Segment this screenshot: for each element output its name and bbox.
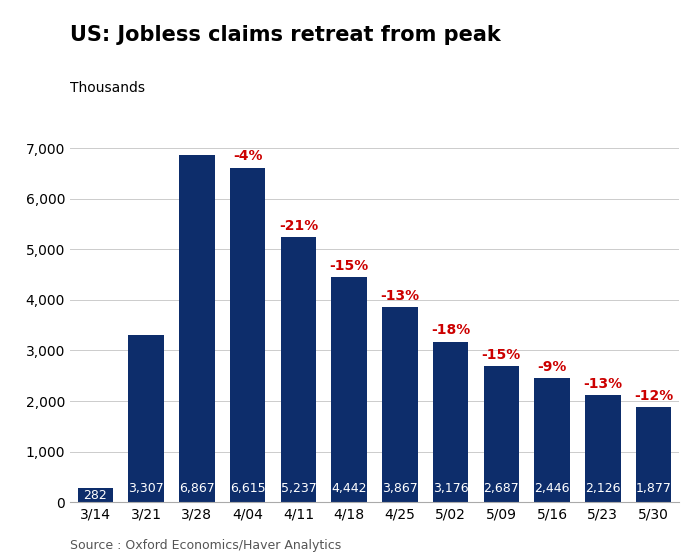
Bar <box>484 366 519 502</box>
Text: -21%: -21% <box>279 219 318 233</box>
Bar <box>636 407 671 502</box>
Text: -9%: -9% <box>538 360 567 374</box>
Bar <box>534 378 570 502</box>
Text: 4,442: 4,442 <box>331 482 367 494</box>
Bar <box>281 237 316 502</box>
Bar <box>179 155 215 502</box>
Text: Thousands: Thousands <box>70 81 145 95</box>
Text: -12%: -12% <box>634 389 673 403</box>
Bar <box>382 306 418 502</box>
Text: 5,237: 5,237 <box>281 482 316 494</box>
Text: 282: 282 <box>83 489 107 502</box>
Text: 2,446: 2,446 <box>534 482 570 494</box>
Text: -15%: -15% <box>330 259 369 273</box>
Text: -13%: -13% <box>380 288 419 302</box>
Bar <box>331 277 367 502</box>
Bar <box>230 167 265 502</box>
Bar <box>433 341 468 502</box>
Text: 6,615: 6,615 <box>230 482 265 494</box>
Bar <box>78 488 113 502</box>
Text: 3,176: 3,176 <box>433 482 468 494</box>
Text: 1,877: 1,877 <box>636 482 671 494</box>
Text: 2,687: 2,687 <box>484 482 519 494</box>
Text: 2,126: 2,126 <box>585 482 621 494</box>
Text: -18%: -18% <box>431 324 470 338</box>
Text: 6,867: 6,867 <box>179 482 215 494</box>
Text: US: Jobless claims retreat from peak: US: Jobless claims retreat from peak <box>70 25 500 45</box>
Text: -13%: -13% <box>583 377 622 391</box>
Text: 3,867: 3,867 <box>382 482 418 494</box>
Text: -15%: -15% <box>482 348 521 362</box>
Bar <box>585 395 621 502</box>
Text: Source : Oxford Economics/Haver Analytics: Source : Oxford Economics/Haver Analytic… <box>70 540 342 552</box>
Text: 3,307: 3,307 <box>128 482 164 494</box>
Bar <box>128 335 164 502</box>
Text: -4%: -4% <box>233 150 262 163</box>
